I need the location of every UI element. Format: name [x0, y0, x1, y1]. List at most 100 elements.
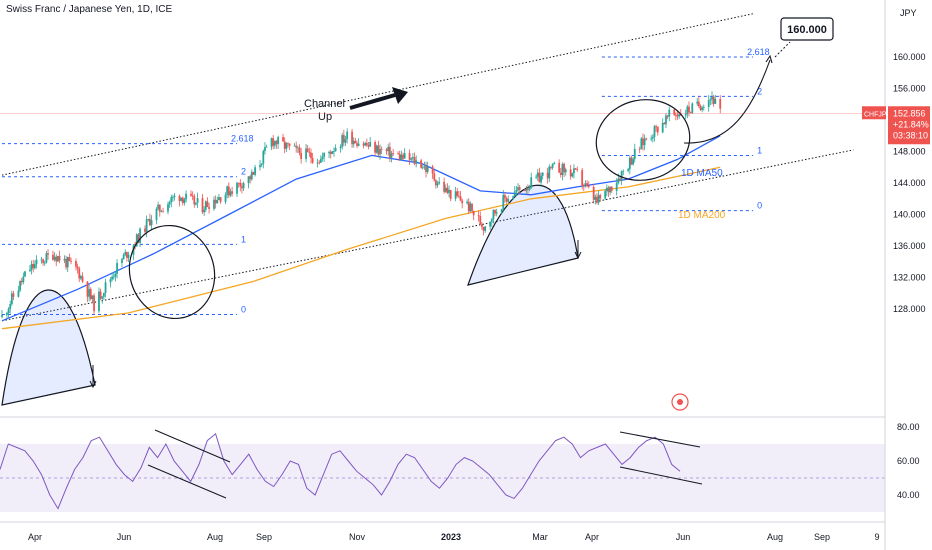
candle-body — [20, 280, 23, 283]
candle-body — [553, 162, 556, 165]
candle-body — [323, 153, 326, 157]
candle-body — [185, 193, 187, 200]
candle-body — [538, 172, 541, 183]
candle-body — [239, 182, 242, 187]
candle-body — [19, 280, 21, 291]
target-callout-box — [780, 17, 834, 41]
candle-body — [273, 141, 276, 146]
channel-label: Up — [318, 111, 332, 123]
candle-body — [137, 234, 140, 243]
price-scale — [885, 0, 932, 550]
candle-body — [149, 218, 151, 226]
candle-body — [466, 201, 469, 204]
ma200-label: 1D MA200 — [678, 210, 726, 221]
candle-body — [52, 254, 54, 260]
candle-body — [45, 253, 48, 263]
candle-body — [30, 263, 33, 270]
candle-body — [431, 166, 434, 174]
candle-body — [564, 169, 567, 173]
channel-arrow — [349, 93, 396, 110]
candle-body — [605, 187, 608, 191]
candle-body — [426, 166, 429, 173]
candle-body — [517, 187, 519, 191]
candle-body — [596, 196, 598, 203]
candle-body — [216, 200, 219, 204]
candle-body — [270, 138, 273, 147]
candle-body — [249, 176, 252, 180]
x-tick-label: 9 — [874, 532, 879, 542]
candle-body — [1, 314, 3, 317]
candle-body — [666, 115, 669, 117]
candle-body — [484, 226, 487, 231]
candle-body — [398, 153, 401, 160]
fib-level-label: 2 — [757, 86, 762, 96]
candle-body — [597, 195, 600, 203]
candle-body — [260, 163, 263, 166]
candle-body — [58, 256, 61, 261]
x-tick-label: Jun — [676, 532, 691, 542]
channel-lower-line — [1, 149, 854, 322]
candle-body — [333, 151, 335, 152]
candle-body — [242, 183, 245, 189]
candle-body — [285, 142, 288, 149]
candle-body — [226, 186, 229, 195]
candle-body — [265, 146, 268, 148]
candle-body — [686, 106, 689, 115]
candle-body — [594, 196, 597, 200]
candle-body — [65, 258, 67, 268]
candle-body — [380, 149, 383, 150]
candle-body — [433, 173, 436, 181]
candle-body — [10, 293, 13, 305]
candle-body — [645, 138, 648, 140]
candle-body — [489, 221, 492, 227]
rsi-trend-upper-1 — [154, 429, 231, 463]
candle-body — [98, 291, 100, 312]
candle-body — [101, 296, 104, 299]
candle-body — [459, 196, 462, 201]
bar-countdown: 03:38:10 — [893, 130, 928, 140]
candle-body — [599, 195, 602, 199]
candle-body — [504, 195, 506, 199]
candle-body — [56, 256, 59, 262]
candle-body — [316, 162, 319, 164]
candle-body — [515, 190, 518, 192]
fib-level-label: 0 — [241, 305, 246, 315]
candle-body — [609, 186, 612, 193]
candle-body — [548, 166, 551, 179]
candle-body — [642, 138, 644, 146]
candle-body — [168, 202, 171, 205]
candle-body — [387, 146, 390, 152]
candle-body — [213, 199, 215, 209]
candle-body — [53, 256, 56, 260]
candle-body — [581, 170, 584, 186]
x-tick-label: Nov — [349, 532, 366, 542]
candle-body — [443, 181, 446, 192]
candle-body — [696, 101, 699, 104]
candle-body — [574, 168, 577, 170]
candle-body — [390, 153, 393, 158]
candle-body — [86, 281, 89, 297]
candle-body — [615, 183, 618, 191]
candle-body — [254, 167, 257, 175]
candle-body — [88, 289, 91, 297]
candle-body — [229, 191, 232, 196]
channel-label: Channel — [304, 98, 345, 110]
drop-arrow-1-head — [89, 380, 97, 389]
symbol-badge — [862, 106, 886, 120]
candle-body — [310, 152, 312, 159]
candle-body — [102, 293, 105, 297]
candle-body — [656, 126, 659, 133]
candle-body — [512, 196, 515, 200]
candle-body — [306, 148, 309, 152]
candle-body — [114, 273, 117, 277]
rsi-trend-lower-2 — [619, 466, 703, 485]
y-tick-label: 160.000 — [893, 52, 926, 62]
fib-level-label: 2.618 — [231, 134, 254, 144]
candle-body — [709, 99, 712, 101]
candle-body — [500, 209, 503, 213]
candle-body — [259, 165, 261, 168]
candle-body — [655, 126, 658, 128]
candle-body — [6, 313, 8, 315]
candle-body — [494, 209, 496, 214]
